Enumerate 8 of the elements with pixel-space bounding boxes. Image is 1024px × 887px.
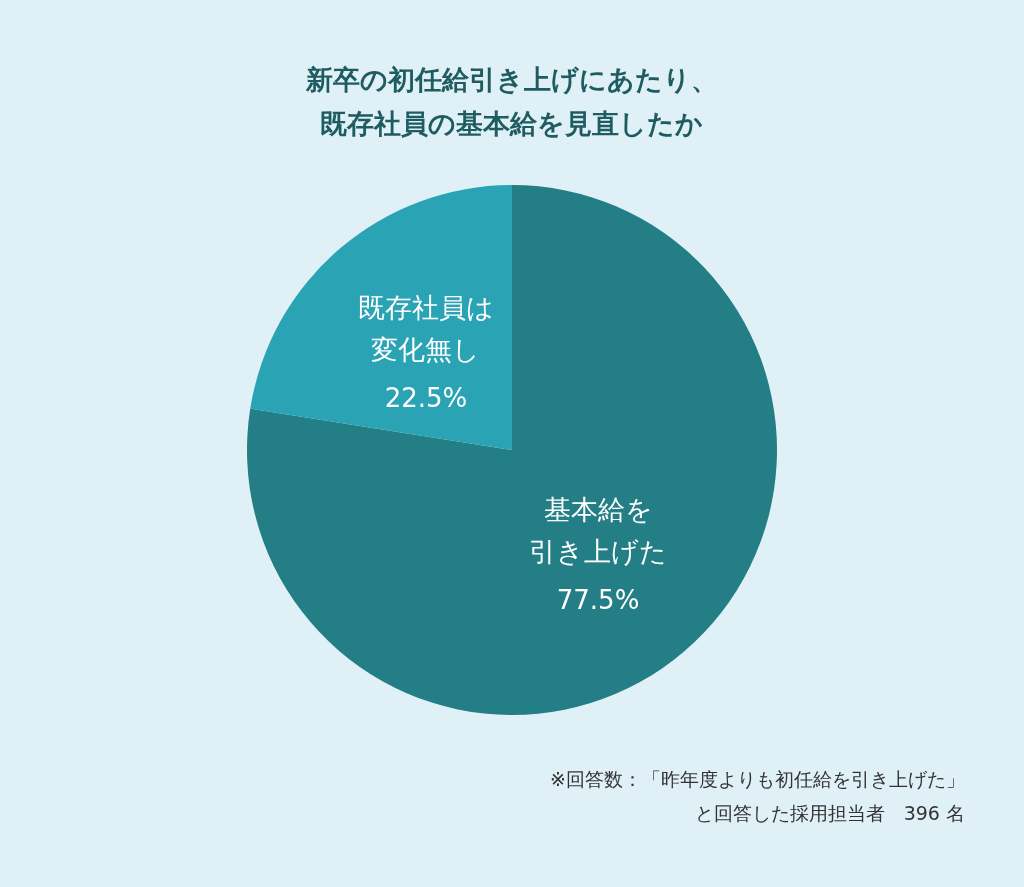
data-label: 77.5%	[556, 584, 640, 615]
pie-slice	[250, 185, 512, 450]
slice-label: 基本給を引き上げた	[528, 492, 669, 569]
pie-slice	[247, 185, 777, 715]
text: ※回答数：「昨年度よりも初任給を引き上げた」と回答した採用担当者 396 名	[550, 768, 965, 824]
data-label: 22.5%	[384, 383, 468, 414]
category-label: 既存社員は変化無し	[357, 292, 494, 366]
chart-title: 新卒の初任給引き上げにあたり、既存社員の基本給を見直したか	[305, 64, 718, 139]
